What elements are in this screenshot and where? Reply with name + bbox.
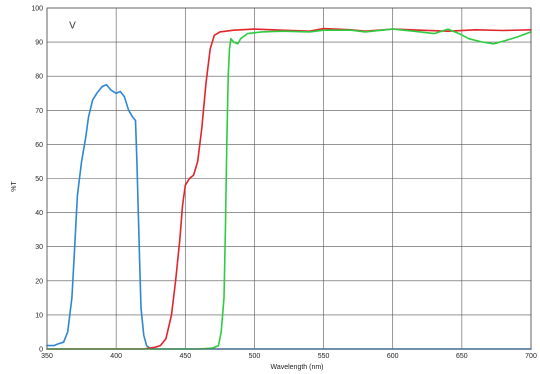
y-tick-label: 80 <box>35 74 43 81</box>
plot-frame <box>46 7 532 350</box>
y-tick-label: 40 <box>35 210 43 217</box>
y-tick-label: 100 <box>31 6 43 13</box>
y-tick-label: 50 <box>35 176 43 183</box>
y-tick-label: 90 <box>35 40 43 47</box>
x-axis-ticks: 350 400 450 500 550 600 650 700 <box>41 353 537 360</box>
y-tick-label: 10 <box>35 312 43 319</box>
y-axis-ticks: 0 10 20 30 40 50 60 70 80 90 100 <box>31 6 43 354</box>
x-tick-label: 400 <box>110 353 122 360</box>
y-tick-label: 60 <box>35 142 43 149</box>
x-tick-label: 550 <box>318 353 330 360</box>
x-tick-label: 500 <box>249 353 261 360</box>
grid <box>46 7 532 350</box>
x-tick-label: 450 <box>179 353 191 360</box>
x-axis-label: Wavelength (nm) <box>270 364 323 371</box>
series-line-1 <box>46 83 532 350</box>
series-line-3 <box>46 28 532 350</box>
y-tick-label: 0 <box>39 347 43 354</box>
x-tick-label: 650 <box>456 353 468 360</box>
x-tick-label: 350 <box>41 353 53 360</box>
y-tick-label: 70 <box>35 108 43 115</box>
x-tick-label: 600 <box>387 353 399 360</box>
x-tick-label: 700 <box>525 353 537 360</box>
series-line-2 <box>46 27 532 350</box>
series-layer <box>46 27 532 350</box>
chart-annotation: V <box>69 20 76 31</box>
y-tick-label: 20 <box>35 278 43 285</box>
y-tick-label: 30 <box>35 244 43 251</box>
y-axis-label: %T <box>11 181 18 192</box>
